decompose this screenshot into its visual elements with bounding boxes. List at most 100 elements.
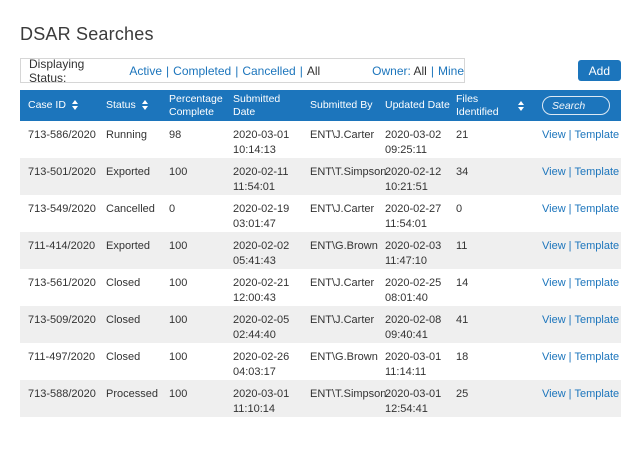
cell-submitted-date: 2020-02-11 11:54:01 (233, 166, 289, 193)
separator: | (568, 388, 572, 400)
dsar-table: Case ID Status Percentage Complete Submi… (20, 90, 621, 417)
cell-updated-date: 2020-03-01 11:14:11 (385, 351, 442, 378)
page-title: DSAR Searches (20, 24, 154, 44)
cell-percentage: 100 (169, 240, 188, 252)
owner-filter-mine[interactable]: Mine (437, 63, 464, 78)
table-row: 713-501/2020 Exported 100 2020-02-11 11:… (20, 158, 621, 195)
view-link[interactable]: View (542, 129, 566, 141)
view-link[interactable]: View (542, 240, 566, 252)
table-row: 711-497/2020 Closed 100 2020-02-26 04:03… (20, 343, 621, 380)
cell-files-identified: 14 (456, 277, 469, 289)
column-header-percentage-complete: Percentage Complete (161, 90, 225, 121)
cell-percentage: 100 (169, 314, 188, 326)
cell-actions: View | Template (530, 195, 621, 232)
cell-submitted-date: 2020-02-05 02:44:40 (233, 314, 290, 341)
separator: | (430, 63, 434, 78)
separator: | (568, 129, 572, 141)
cell-status: Cancelled (106, 203, 155, 215)
cell-submitted-by: ENT\T.Simpson (310, 388, 387, 400)
sort-icon (141, 100, 148, 111)
view-link[interactable]: View (542, 388, 566, 400)
cell-status: Running (106, 129, 147, 141)
column-label: Case ID (28, 99, 66, 111)
table-row: 711-414/2020 Exported 100 2020-02-02 05:… (20, 232, 621, 269)
cell-submitted-date: 2020-02-02 05:41:43 (233, 240, 290, 267)
cell-status: Exported (106, 166, 151, 178)
template-link[interactable]: Template (574, 240, 620, 252)
template-link[interactable]: Template (574, 166, 620, 178)
template-link[interactable]: Template (574, 129, 620, 141)
status-filter-completed[interactable]: Completed (173, 63, 232, 78)
template-link[interactable]: Template (574, 388, 620, 400)
status-filter-all[interactable]: All (306, 63, 321, 78)
cell-case-id: 713-561/2020 (28, 277, 96, 289)
status-filter-active[interactable]: Active (129, 63, 163, 78)
separator: | (568, 203, 572, 215)
cell-files-identified: 34 (456, 166, 469, 178)
cell-updated-date: 2020-02-12 10:21:51 (385, 166, 442, 193)
cell-case-id: 711-414/2020 (28, 240, 96, 252)
column-header-submitted-by: Submitted By (302, 90, 377, 121)
view-link[interactable]: View (542, 203, 566, 215)
column-header-submitted-date: Submitted Date (225, 90, 302, 121)
add-button[interactable]: Add (577, 60, 621, 81)
column-header-case-id[interactable]: Case ID (20, 90, 98, 121)
column-header-status[interactable]: Status (98, 90, 161, 121)
separator: | (299, 63, 303, 78)
cell-case-id: 713-501/2020 (28, 166, 96, 178)
page-container: DSAR Searches Displaying Status: Active |… (20, 24, 621, 417)
column-label: Submitted By (310, 99, 373, 111)
separator: | (235, 63, 239, 78)
table-row: 713-586/2020 Running 98 2020-03-01 10:14… (20, 121, 621, 158)
cell-percentage: 98 (169, 129, 182, 141)
column-header-files-identified[interactable]: Files Identified (448, 90, 530, 121)
separator: | (568, 351, 572, 363)
cell-updated-date: 2020-03-01 12:54:41 (385, 388, 442, 415)
cell-percentage: 100 (169, 351, 188, 363)
status-filter-cancelled[interactable]: Cancelled (242, 63, 296, 78)
separator: | (568, 240, 572, 252)
view-link[interactable]: View (542, 314, 566, 326)
template-link[interactable]: Template (574, 314, 620, 326)
column-label: Status (106, 99, 136, 111)
cell-status: Closed (106, 277, 141, 289)
status-filter-links: Active | Completed | Cancelled | All (129, 64, 320, 78)
cell-submitted-date: 2020-02-21 12:00:43 (233, 277, 290, 304)
template-link[interactable]: Template (574, 277, 620, 289)
column-header-search (530, 90, 621, 121)
cell-submitted-date: 2020-02-26 04:03:17 (233, 351, 290, 378)
template-link[interactable]: Template (574, 203, 620, 215)
view-link[interactable]: View (542, 166, 566, 178)
cell-actions: View | Template (530, 158, 621, 195)
table-row: 713-588/2020 Processed 100 2020-03-01 11… (20, 380, 621, 417)
cell-status: Exported (106, 240, 151, 252)
cell-files-identified: 0 (456, 203, 463, 215)
table-row: 713-561/2020 Closed 100 2020-02-21 12:00… (20, 269, 621, 306)
cell-updated-date: 2020-03-02 09:25:11 (385, 129, 442, 156)
view-link[interactable]: View (542, 277, 566, 289)
cell-status: Closed (106, 351, 141, 363)
cell-actions: View | Template (530, 121, 621, 158)
cell-updated-date: 2020-02-25 08:01:40 (385, 277, 442, 304)
cell-actions: View | Template (530, 232, 621, 269)
cell-actions: View | Template (530, 306, 621, 343)
cell-percentage: 100 (169, 277, 188, 289)
cell-updated-date: 2020-02-03 11:47:10 (385, 240, 442, 267)
table-row: 713-509/2020 Closed 100 2020-02-05 02:44… (20, 306, 621, 343)
cell-submitted-by: ENT\J.Carter (310, 203, 375, 215)
table-header: Case ID Status Percentage Complete Submi… (20, 90, 621, 121)
cell-percentage: 100 (169, 388, 188, 400)
column-header-updated-date: Updated Date (377, 90, 450, 121)
cell-files-identified: 11 (456, 240, 468, 252)
cell-actions: View | Template (530, 380, 621, 417)
view-link[interactable]: View (542, 351, 566, 363)
column-label: Updated Date (385, 99, 450, 111)
column-label: Files Identified (456, 92, 499, 118)
search-input[interactable] (542, 96, 610, 115)
table-body: 713-586/2020 Running 98 2020-03-01 10:14… (20, 121, 621, 417)
table-row: 713-549/2020 Cancelled 0 2020-02-19 03:0… (20, 195, 621, 232)
owner-filter-all[interactable]: All (413, 63, 427, 78)
template-link[interactable]: Template (574, 351, 620, 363)
cell-files-identified: 41 (456, 314, 469, 326)
cell-case-id: 713-509/2020 (28, 314, 96, 326)
